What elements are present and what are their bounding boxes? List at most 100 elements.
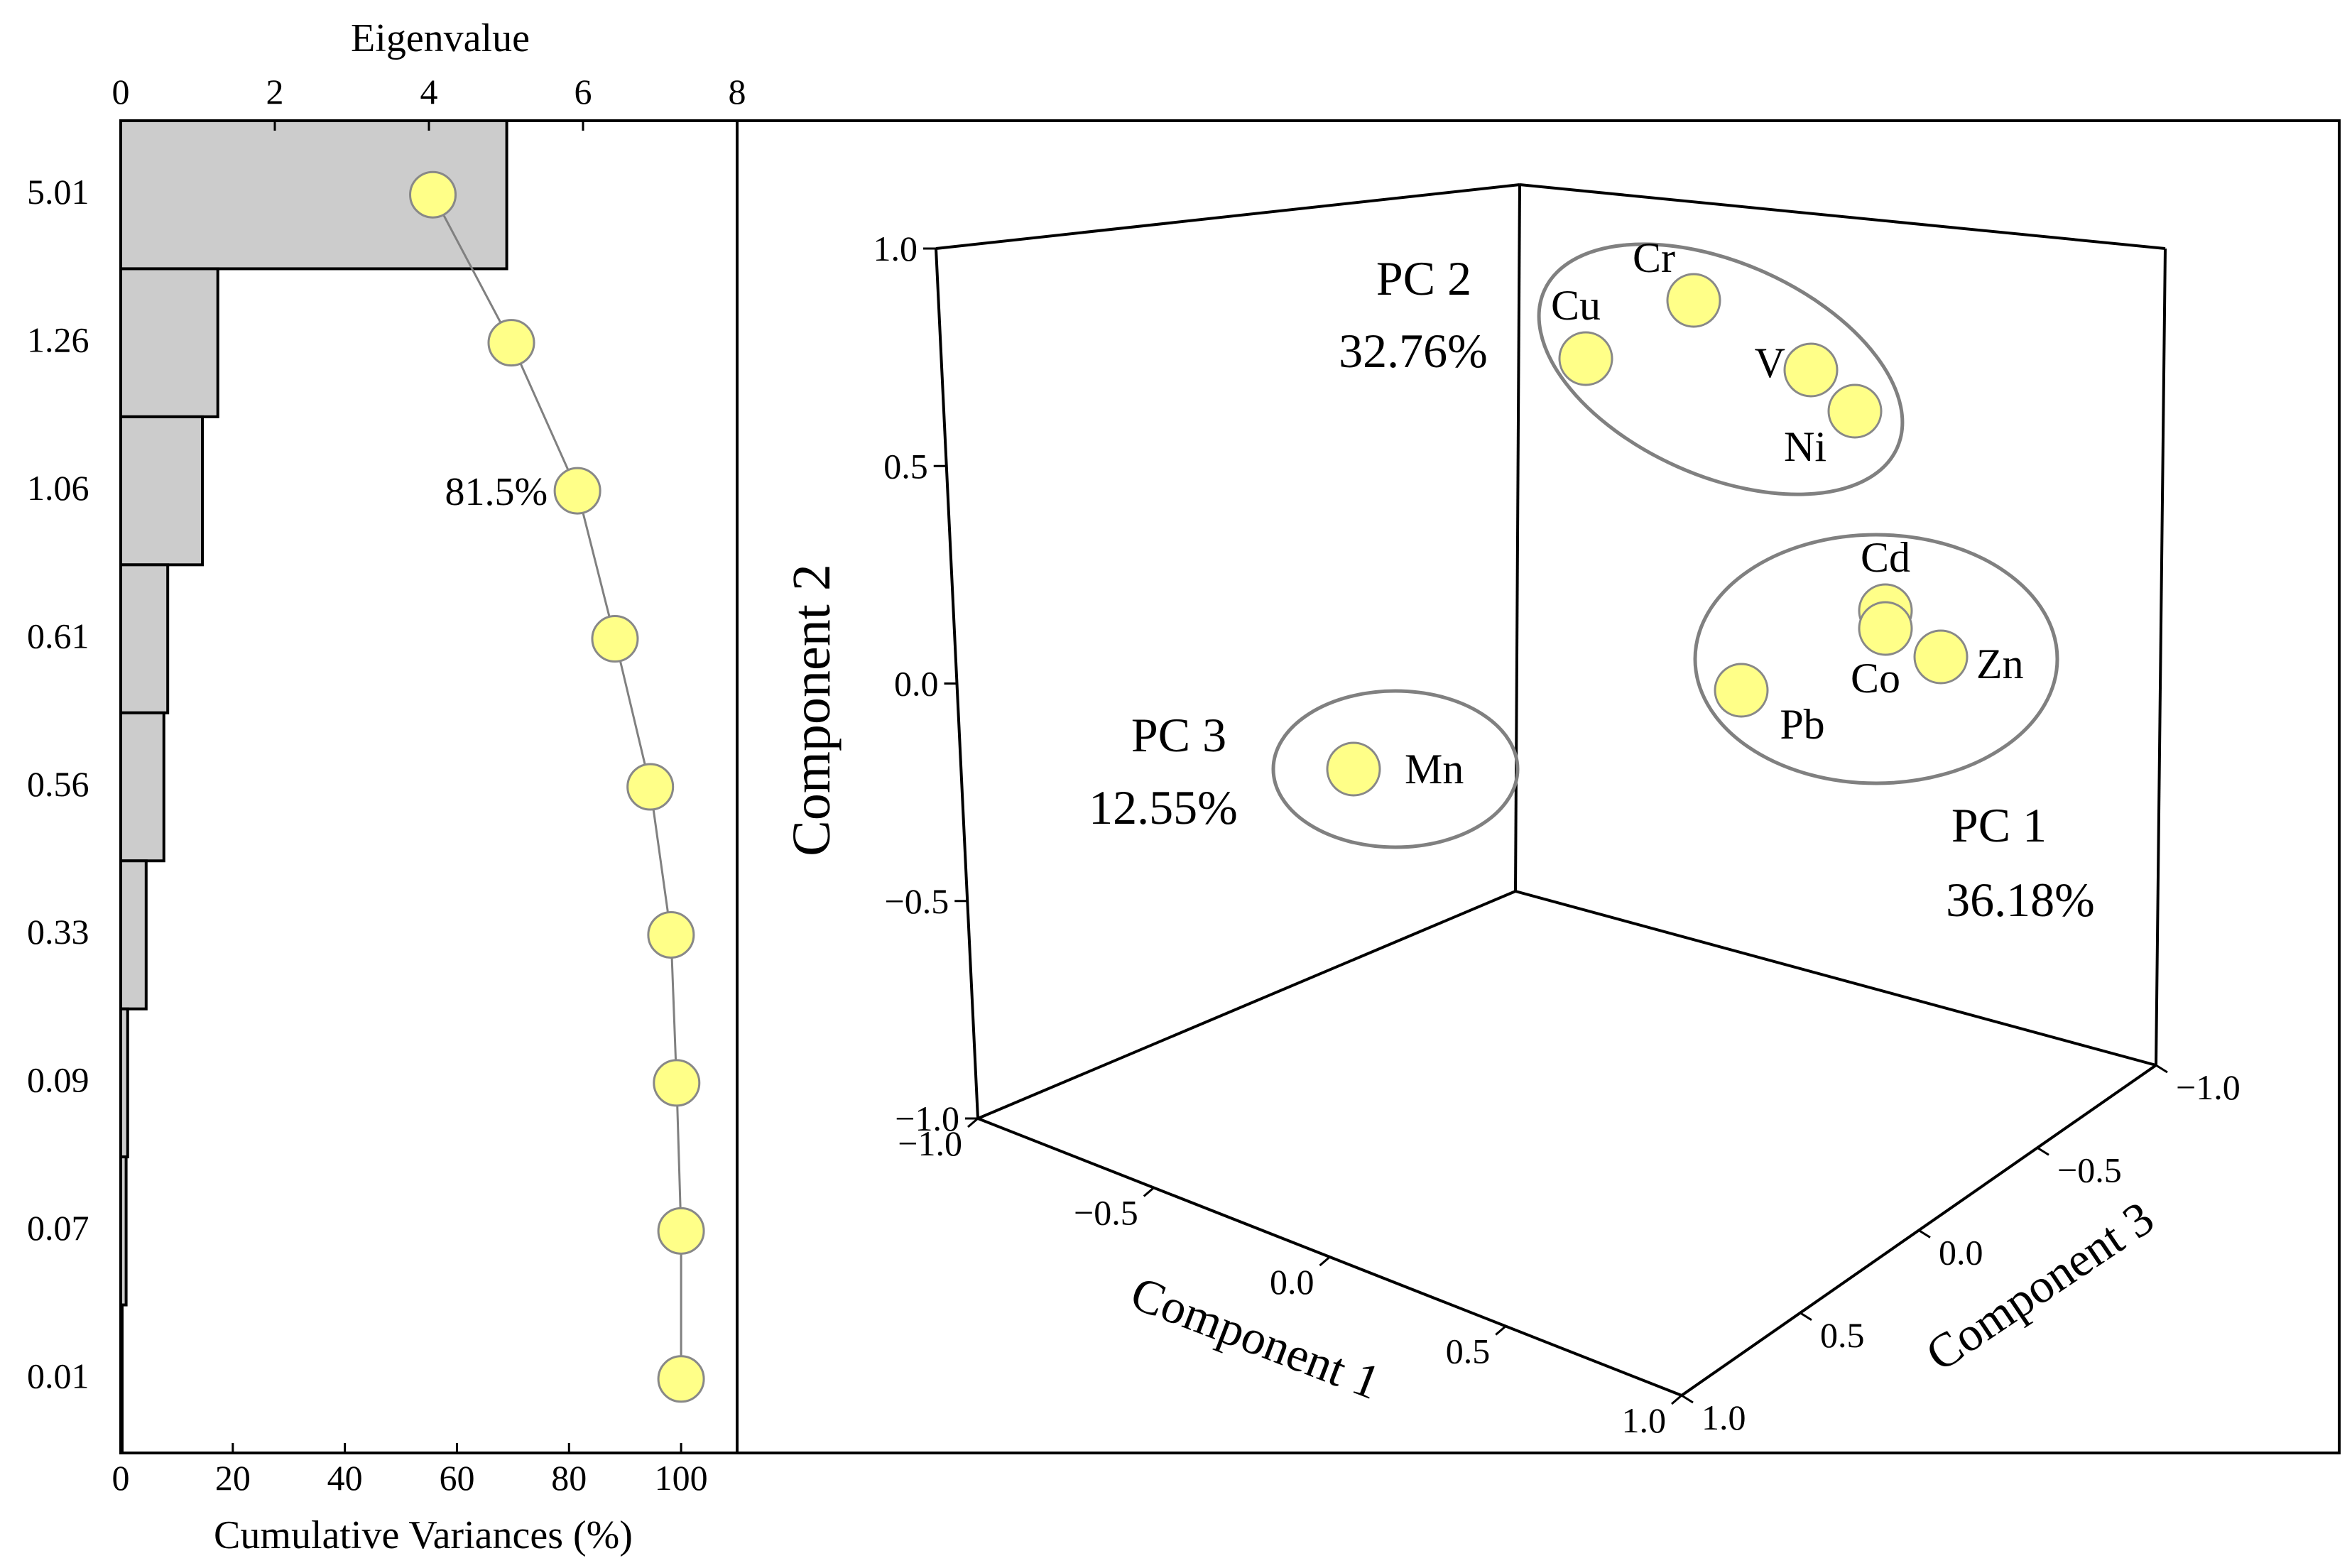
eigenvalue-label-7: 0.09 bbox=[27, 1060, 89, 1100]
eigenvalue-bar-3 bbox=[119, 415, 205, 567]
eigenvalue-bars bbox=[119, 119, 508, 1454]
cumulative-point-6 bbox=[647, 910, 695, 959]
component1-tick-mark-1 bbox=[1143, 1187, 1155, 1197]
pc3-percent-label: 12.55% bbox=[1089, 780, 1238, 834]
point-co bbox=[1858, 601, 1913, 656]
cumulative-point-2 bbox=[487, 319, 535, 367]
eigenvalue-bar-9 bbox=[119, 1303, 124, 1454]
cumulative-tick-label-1: 20 bbox=[215, 1458, 251, 1498]
eigenvalue-category-labels: 5.01 1.26 1.06 0.61 0.56 0.33 0.09 0.07 0.01 bbox=[27, 172, 89, 1396]
cumulative-tick-label-2: 40 bbox=[327, 1458, 363, 1498]
component3-axis-title: Component 3 bbox=[1916, 1190, 2163, 1381]
point-pb bbox=[1714, 663, 1769, 718]
point-zn bbox=[1913, 629, 1969, 685]
component1-tick-mark-2 bbox=[1319, 1256, 1331, 1267]
point-mn bbox=[1326, 741, 1381, 797]
eigenvalue-bar-7 bbox=[119, 1007, 129, 1159]
cumulative-point-7 bbox=[653, 1059, 701, 1107]
component2-tick-label-0: −1.0 bbox=[895, 1099, 959, 1138]
eigenvalue-bar-4 bbox=[119, 563, 170, 714]
component3-tick-mark-3 bbox=[1800, 1312, 1812, 1322]
label-co: Co bbox=[1851, 655, 1900, 702]
label-cr: Cr bbox=[1633, 234, 1675, 281]
cumulative-point-5 bbox=[626, 763, 675, 811]
pc2-name-label: PC 2 bbox=[1376, 251, 1471, 305]
cumulative-point-4 bbox=[591, 615, 639, 663]
pc2-ellipse bbox=[1537, 242, 1905, 496]
component1-tick-mark-0 bbox=[967, 1117, 979, 1128]
component3-tick-mark-1 bbox=[2037, 1146, 2049, 1156]
back-right-vertical bbox=[2155, 248, 2167, 1066]
top-left-edge bbox=[935, 183, 1520, 250]
eigenvalue-bar-2 bbox=[119, 267, 219, 418]
label-ni: Ni bbox=[1784, 423, 1826, 470]
component2-axis-title: Component 2 bbox=[782, 564, 842, 856]
component1-tick-mark-3 bbox=[1495, 1325, 1507, 1336]
component1-tick-mark-4 bbox=[1671, 1394, 1682, 1405]
eigenvalue-tick-label-0: 0 bbox=[112, 72, 130, 111]
eigenvalue-label-4: 0.61 bbox=[27, 616, 89, 655]
scree-panel: 0 2 4 6 8 0 20 40 60 80 100 5.01 1.26 1.06 0.61 0.56 0… bbox=[27, 16, 746, 1557]
component1-tick-label-1: −0.5 bbox=[1074, 1193, 1138, 1233]
component3-tick-label-3: 0.5 bbox=[1820, 1315, 1865, 1355]
cumulative-variance-points bbox=[409, 170, 705, 1403]
cumulative-point-3 bbox=[553, 467, 601, 515]
eigenvalue-label-1: 5.01 bbox=[27, 172, 89, 212]
component3-tick-label-2: 0.0 bbox=[1939, 1233, 1983, 1273]
pc3-name-label: PC 3 bbox=[1131, 708, 1226, 762]
component1-tick-label-3: 0.5 bbox=[1446, 1332, 1491, 1371]
component3-tick-mark-2 bbox=[1918, 1229, 1931, 1238]
component3-tick-label-4: 1.0 bbox=[1702, 1398, 1746, 1437]
eigenvalue-bar-5 bbox=[119, 711, 165, 863]
label-mn: Mn bbox=[1405, 746, 1464, 793]
component1-tick-label-4: 1.0 bbox=[1622, 1400, 1667, 1440]
eigenvalue-axis-title: Eigenvalue bbox=[351, 16, 530, 60]
eigenvalue-tick-label-1: 2 bbox=[266, 72, 284, 111]
component3-tick-label-0: −1.0 bbox=[2176, 1067, 2241, 1107]
component3-tick-mark-4 bbox=[1681, 1394, 1694, 1404]
eigenvalue-label-6: 0.33 bbox=[27, 912, 89, 952]
eigenvalue-label-3: 1.06 bbox=[27, 468, 89, 508]
loading-panel: −1.0 −0.5 0.0 0.5 1.0 −1.0 −0.5 0.0 0.5 1.0 −1.0… bbox=[736, 119, 2341, 1454]
group-labels: PC 2 32.76% PC 1 36.18% PC 3 12.55% bbox=[1089, 251, 2095, 927]
pc3-ellipse bbox=[1271, 689, 1520, 849]
eigenvalue-tick-label-2: 4 bbox=[420, 72, 438, 111]
loading-plot-frame bbox=[736, 119, 2341, 1454]
eigenvalue-tick-label-4: 8 bbox=[729, 72, 746, 111]
cube-box bbox=[935, 183, 2167, 1397]
component2-tick-label-3: 0.5 bbox=[883, 446, 928, 486]
eigenvalue-label-5: 0.56 bbox=[27, 764, 89, 804]
cumulative-tick-label-5: 100 bbox=[655, 1458, 708, 1498]
pc1-percent-label: 36.18% bbox=[1946, 873, 2095, 927]
component3-ticks: −1.0 −0.5 0.0 0.5 1.0 bbox=[1681, 1064, 2241, 1437]
cumulative-tick-label-3: 60 bbox=[439, 1458, 474, 1498]
pc1-ellipse bbox=[1693, 533, 2059, 785]
cumulative-point-9 bbox=[657, 1355, 705, 1403]
label-cu: Cu bbox=[1551, 282, 1601, 329]
floor-left-edge bbox=[977, 890, 1516, 1120]
group-ellipses bbox=[1271, 242, 2059, 849]
point-v bbox=[1783, 342, 1839, 398]
point-ni bbox=[1827, 383, 1883, 439]
label-v: V bbox=[1755, 339, 1785, 386]
eigenvalue-bar-6 bbox=[119, 859, 148, 1011]
cumulative-axis-ticks: 0 20 40 60 80 100 bbox=[112, 1443, 708, 1498]
label-zn: Zn bbox=[1976, 641, 2024, 687]
top-right-edge bbox=[1519, 183, 2166, 250]
component2-tick-label-2: 0.0 bbox=[894, 664, 939, 704]
floor-right-edge bbox=[1515, 890, 2157, 1067]
cumulative-point-1 bbox=[409, 170, 457, 219]
eigenvalue-tick-label-3: 6 bbox=[575, 72, 592, 111]
eigenvalue-label-8: 0.07 bbox=[27, 1208, 89, 1248]
component1-ticks: −1.0 −0.5 0.0 0.5 1.0 bbox=[898, 1117, 1682, 1440]
component2-tick-label-1: −0.5 bbox=[885, 881, 949, 921]
label-cd: Cd bbox=[1861, 534, 1910, 581]
point-cr bbox=[1666, 273, 1721, 328]
eigenvalue-label-9: 0.01 bbox=[27, 1356, 89, 1396]
cumulative-annotation: 81.5% bbox=[445, 470, 548, 514]
cumulative-point-8 bbox=[657, 1207, 705, 1255]
point-cu bbox=[1558, 331, 1613, 386]
label-pb: Pb bbox=[1780, 701, 1824, 748]
component1-axis-title: Component 1 bbox=[1124, 1265, 1388, 1410]
